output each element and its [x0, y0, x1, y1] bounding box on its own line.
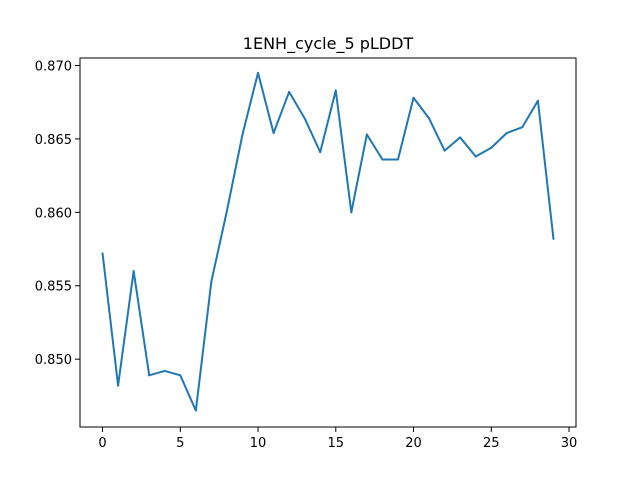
- x-tick-label: 5: [176, 436, 184, 451]
- data-point: [257, 71, 260, 74]
- series-line: [101, 71, 555, 412]
- data-point: [194, 409, 197, 412]
- data-point: [132, 270, 135, 273]
- x-tick-label: 0: [98, 436, 106, 451]
- data-point: [350, 211, 353, 214]
- data-point: [210, 280, 213, 283]
- plot-series-layer: [101, 71, 555, 412]
- data-point: [334, 89, 337, 92]
- data-point: [552, 237, 555, 240]
- data-point: [117, 384, 120, 387]
- data-point: [443, 149, 446, 152]
- plot-frame: [79, 57, 577, 428]
- x-tick-label: 25: [483, 436, 500, 451]
- x-tick-label: 10: [250, 436, 267, 451]
- chart-title: 1ENH_cycle_5 pLDDT: [243, 34, 414, 54]
- data-point: [474, 155, 477, 158]
- y-tick-label: 0.865: [35, 133, 72, 148]
- data-point: [272, 132, 275, 135]
- data-point: [101, 252, 104, 255]
- data-point: [225, 209, 228, 212]
- data-point: [241, 133, 244, 136]
- y-tick-label: 0.855: [35, 280, 72, 295]
- data-point: [428, 117, 431, 120]
- data-point: [521, 126, 524, 129]
- data-point: [490, 146, 493, 149]
- x-tick-label: 30: [561, 436, 578, 451]
- data-point: [365, 133, 368, 136]
- x-tick-label: 20: [405, 436, 422, 451]
- data-point: [381, 158, 384, 161]
- data-point: [396, 158, 399, 161]
- x-tick-label: 15: [328, 436, 345, 451]
- y-tick-label: 0.870: [35, 59, 72, 74]
- data-point: [536, 99, 539, 102]
- data-point: [505, 132, 508, 135]
- data-point: [163, 369, 166, 372]
- data-point: [319, 151, 322, 154]
- y-axis-ticks: 0.850 0.855 0.860 0.865 0.870: [35, 59, 80, 368]
- x-axis-ticks: 0 5 10 15 20 25 30: [98, 427, 577, 451]
- data-point: [459, 136, 462, 139]
- y-tick-label: 0.860: [35, 206, 72, 221]
- data-point: [303, 117, 306, 120]
- data-point: [288, 90, 291, 93]
- y-tick-label: 0.850: [35, 353, 72, 368]
- data-point: [148, 374, 151, 377]
- data-point: [179, 374, 182, 377]
- data-point: [412, 96, 415, 99]
